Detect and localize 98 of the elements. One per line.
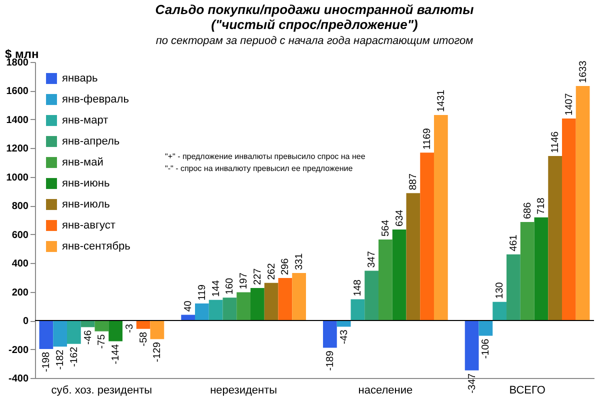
bar (323, 320, 337, 348)
bar (534, 217, 548, 321)
bar (506, 254, 520, 321)
y-tick-label: 1400 (6, 114, 29, 126)
bar (136, 320, 150, 329)
data-label: 1169 (422, 128, 434, 150)
bar (378, 240, 392, 321)
bar (520, 222, 534, 321)
legend-label: январь (62, 72, 98, 84)
bar (392, 229, 406, 321)
annotation: "-" - спрос на инвалюту превысил ее предложение (165, 164, 354, 173)
data-label: -162 (68, 346, 80, 367)
bar (67, 320, 81, 344)
bar (492, 302, 507, 321)
data-label: 262 (266, 262, 278, 280)
data-label: 130 (494, 282, 506, 299)
data-label: 197 (238, 272, 250, 290)
y-tick-label: 1600 (6, 86, 29, 98)
bar (222, 298, 237, 321)
data-label: 40 (183, 300, 194, 312)
x-tick-label: население (358, 384, 413, 396)
data-label: 564 (380, 219, 392, 237)
x-tick-label: суб. хоз. резиденты (51, 384, 152, 396)
y-tick-label: 1800 (6, 58, 29, 68)
y-tick-label: 200 (12, 287, 29, 298)
bar (576, 86, 590, 321)
annotation: "+" - предложение инвалюты превысило спрос на нее (165, 152, 366, 161)
y-tick-label: 1200 (6, 144, 29, 155)
data-label: 119 (196, 284, 208, 300)
bar (364, 270, 379, 321)
bar (406, 193, 420, 321)
y-tick-label: 800 (12, 201, 29, 212)
bar (264, 282, 278, 321)
data-label: -198 (41, 352, 52, 372)
bar (195, 303, 209, 321)
data-label: -3 (124, 324, 136, 333)
data-label: 1407 (564, 92, 575, 116)
bar (336, 320, 351, 327)
bar (150, 320, 164, 340)
bar (208, 300, 223, 321)
bar (278, 278, 292, 321)
bar (420, 152, 434, 321)
bar (292, 273, 306, 321)
data-label: 887 (408, 173, 420, 190)
y-tick-label: 1000 (6, 172, 29, 184)
data-label: 1146 (550, 130, 562, 153)
data-label: 148 (352, 279, 364, 296)
bar (548, 156, 562, 321)
data-label: 144 (210, 280, 222, 297)
data-label: -43 (338, 329, 350, 344)
legend-label: янв-июнь (62, 178, 110, 190)
legend-label: янв-май (62, 156, 104, 168)
data-label: 718 (536, 197, 548, 214)
data-label: 227 (252, 268, 264, 285)
y-tick-label: 0 (22, 316, 29, 328)
y-tick-label: 400 (12, 258, 29, 270)
bar (250, 288, 264, 321)
bar (464, 320, 479, 370)
data-label: -75 (96, 334, 108, 349)
x-tick-label: нерезиденты (210, 384, 278, 396)
legend-label: янв-март (62, 114, 108, 126)
data-label: 1633 (578, 60, 589, 83)
legend-label: янв-апрель (62, 136, 120, 148)
data-label: 1431 (436, 89, 447, 112)
y-tick-label: 600 (12, 230, 29, 241)
chart-title: Сальдо покупки/продажи иностранной валюты ("чистый спрос/предложение") (155, 2, 474, 32)
bar (478, 320, 493, 336)
data-label: -182 (55, 349, 66, 370)
data-label: -347 (466, 372, 478, 394)
data-label: 686 (522, 202, 534, 220)
bar (108, 320, 122, 342)
bar (53, 320, 67, 347)
data-label: -58 (138, 331, 150, 346)
x-tick-label: ВСЕГО (509, 384, 546, 396)
y-tick-label: -200 (8, 344, 29, 356)
legend-label: янв-сентябрь (62, 240, 131, 252)
bar (94, 320, 109, 332)
data-label: -189 (324, 350, 336, 371)
bar (350, 299, 365, 321)
data-label: -129 (152, 342, 164, 362)
data-label: 634 (394, 209, 406, 226)
legend-label: янв-февраль (62, 94, 130, 106)
bar (434, 115, 448, 321)
legend-label: янв-август (62, 220, 116, 232)
y-tick-label: -400 (8, 374, 29, 384)
data-label: 296 (280, 258, 292, 276)
data-label: 461 (508, 234, 520, 252)
bar (562, 118, 576, 321)
data-label: -46 (82, 330, 94, 345)
data-label: 347 (366, 250, 378, 268)
data-label: 160 (224, 277, 236, 295)
chart-subtitle: по секторам за период с начала года нарастающим итогом (156, 35, 474, 47)
data-label: 331 (294, 252, 306, 270)
data-label: -144 (110, 344, 122, 364)
data-label: -106 (480, 338, 492, 359)
bar (39, 320, 54, 349)
bar (236, 292, 250, 321)
legend-label: янв-июль (62, 198, 110, 210)
